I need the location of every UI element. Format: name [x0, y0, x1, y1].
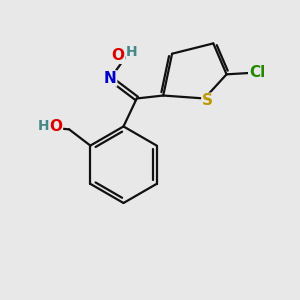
Text: O: O — [50, 119, 62, 134]
Text: O: O — [112, 48, 125, 63]
Text: Cl: Cl — [249, 65, 265, 80]
Text: S: S — [202, 93, 213, 108]
Text: H: H — [38, 119, 49, 134]
Text: N: N — [104, 71, 117, 86]
Text: H: H — [126, 45, 138, 59]
